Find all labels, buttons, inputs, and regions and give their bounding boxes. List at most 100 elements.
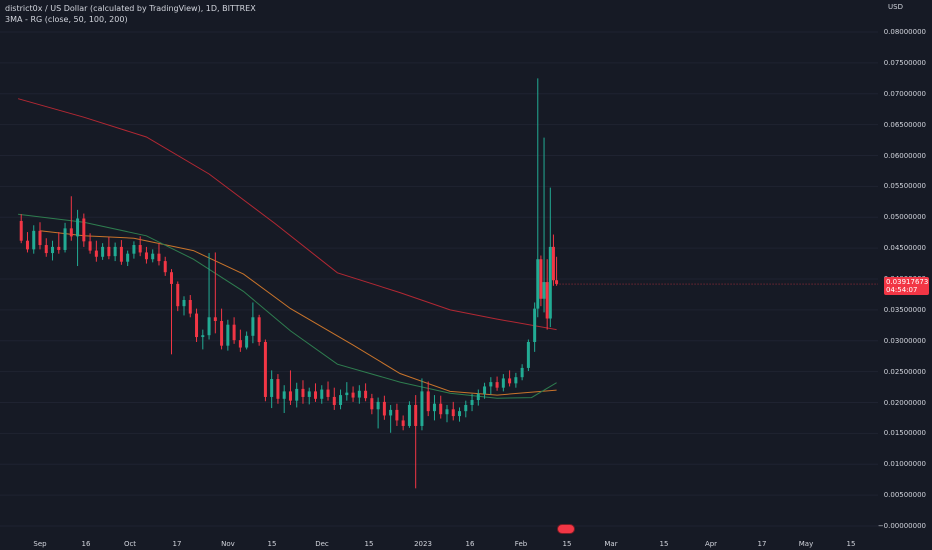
candle-body bbox=[63, 228, 67, 250]
candle-body bbox=[88, 241, 92, 251]
candle-body bbox=[69, 228, 73, 237]
candle-body bbox=[451, 409, 455, 417]
candle-body bbox=[113, 246, 117, 257]
y-tick-label: 0.02000000 bbox=[883, 398, 926, 407]
candle-body bbox=[376, 401, 380, 410]
candle-body bbox=[401, 420, 405, 426]
candle-body bbox=[389, 409, 393, 416]
candle-body bbox=[345, 392, 349, 396]
last-price-value: 0.03917673 bbox=[886, 278, 929, 287]
x-tick-label: 15 bbox=[562, 540, 572, 548]
y-tick-label: 0.08000000 bbox=[883, 28, 926, 36]
chart-legend: district0x / US Dollar (calculated by Tr… bbox=[5, 3, 256, 25]
y-tick-label: 0.03500000 bbox=[883, 305, 926, 314]
candle-body bbox=[44, 245, 48, 254]
candle-body bbox=[176, 283, 180, 307]
candle-body bbox=[339, 395, 343, 405]
candle-body bbox=[119, 246, 123, 262]
candle-body bbox=[188, 299, 192, 314]
candle-body bbox=[157, 253, 161, 262]
candle-body bbox=[107, 246, 111, 257]
candle-body bbox=[548, 246, 552, 319]
candle-body bbox=[57, 246, 61, 250]
y-tick-label: 0.06500000 bbox=[883, 120, 926, 129]
events-marker-icon[interactable] bbox=[557, 524, 575, 534]
candle-body bbox=[94, 250, 98, 257]
candle-body bbox=[201, 335, 205, 338]
y-tick-label: 0.02500000 bbox=[883, 367, 926, 376]
candle-body bbox=[464, 404, 468, 412]
x-tick-label: 2023 bbox=[414, 540, 432, 548]
candle-body bbox=[395, 409, 399, 421]
x-tick-label: May bbox=[798, 540, 814, 548]
candle-body bbox=[213, 317, 217, 321]
y-tick-label: 0.07000000 bbox=[883, 89, 926, 98]
candle-body bbox=[307, 391, 311, 397]
y-tick-label: 0.00500000 bbox=[883, 491, 926, 500]
candle-body bbox=[536, 259, 540, 309]
candle-body bbox=[520, 367, 524, 378]
candle-body bbox=[288, 391, 292, 401]
candle-body bbox=[445, 409, 449, 415]
x-tick-label: Oct bbox=[123, 540, 137, 548]
candle-body bbox=[533, 308, 537, 342]
candle-body bbox=[101, 246, 105, 257]
candle-body bbox=[439, 403, 443, 415]
candle-body bbox=[545, 282, 549, 319]
candle-body bbox=[82, 218, 86, 242]
candle-body bbox=[257, 317, 261, 342]
y-tick-label: 0.01500000 bbox=[883, 429, 926, 438]
candle-body bbox=[38, 230, 42, 246]
x-tick-label: 17 bbox=[172, 540, 182, 548]
candle-body bbox=[226, 324, 230, 346]
candle-body bbox=[245, 335, 249, 348]
candle-body bbox=[295, 388, 299, 401]
candle-body bbox=[414, 404, 418, 426]
candle-body bbox=[432, 403, 436, 412]
candle-body bbox=[314, 391, 318, 399]
y-tick-label: 0.05500000 bbox=[883, 182, 926, 191]
last-price-tag: 0.03917673 04:54:07 bbox=[884, 277, 929, 296]
ma50-line bbox=[18, 213, 557, 399]
candle-body bbox=[542, 282, 546, 299]
candle-body bbox=[320, 389, 324, 399]
x-tick-label: Mar bbox=[604, 540, 618, 548]
candle-body bbox=[501, 378, 505, 388]
ma100-line bbox=[39, 230, 557, 396]
candle-body bbox=[276, 379, 280, 399]
candle-body bbox=[263, 341, 267, 397]
candle-body bbox=[364, 390, 368, 399]
candle-body bbox=[470, 400, 474, 405]
y-tick-label: −0.00000000 bbox=[877, 522, 926, 530]
candle-body bbox=[251, 317, 255, 336]
candle-body bbox=[489, 382, 493, 387]
y-tick-label: 0.05000000 bbox=[883, 213, 926, 222]
candle-body bbox=[169, 272, 173, 284]
y-tick-label: 0.07500000 bbox=[883, 58, 926, 67]
candle-body bbox=[51, 246, 55, 254]
y-tick-label: 0.01000000 bbox=[883, 460, 926, 469]
indicator-title[interactable]: 3MA - RG (close, 50, 100, 200) bbox=[5, 15, 128, 24]
candle-body bbox=[332, 396, 336, 405]
x-tick-label: 15 bbox=[364, 540, 374, 548]
candle-body bbox=[476, 393, 480, 401]
candle-body bbox=[19, 220, 23, 241]
candle-body bbox=[458, 411, 462, 417]
x-tick-label: 16 bbox=[465, 540, 475, 548]
currency-label: USD bbox=[888, 3, 903, 11]
symbol-title[interactable]: district0x / US Dollar (calculated by Tr… bbox=[5, 4, 256, 13]
candle-body bbox=[426, 391, 430, 412]
candle-body bbox=[555, 280, 559, 284]
candle-body bbox=[76, 218, 80, 237]
candle-body bbox=[370, 398, 374, 410]
x-tick-label: 17 bbox=[757, 540, 767, 548]
x-tick-label: 15 bbox=[659, 540, 669, 548]
candle-body bbox=[163, 261, 167, 273]
candle-body bbox=[270, 379, 274, 397]
x-tick-label: Sep bbox=[33, 540, 47, 548]
candle-body bbox=[483, 386, 487, 394]
candle-body bbox=[301, 388, 305, 397]
candle-body bbox=[232, 324, 236, 341]
x-tick-label: Dec bbox=[315, 540, 329, 548]
